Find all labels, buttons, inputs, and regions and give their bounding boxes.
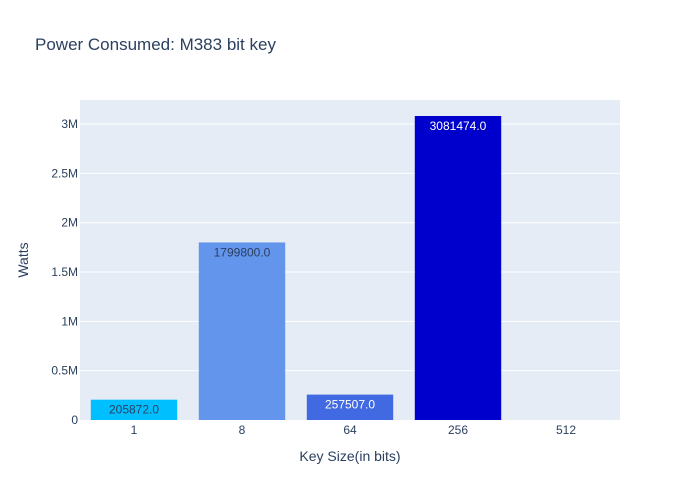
x-tick-label: 1 [131,423,138,437]
bar-data-label: 257507.0 [325,398,375,412]
y-axis-title: Watts [15,242,31,277]
y-tick-label: 2.5M [51,166,78,180]
bar-data-label: 1799800.0 [214,245,271,259]
y-tick-label: 1M [61,314,78,328]
x-axis-title: Key Size(in bits) [299,448,400,464]
bar [306,394,394,420]
bars: 205872.0 1799800.0 257507.0 3081474.0 [90,116,502,421]
plot-area [80,100,620,420]
bar-data-label: 205872.0 [109,403,159,417]
y-tick-label: 2M [61,216,78,230]
x-tick-label: 512 [556,423,576,437]
x-tick-label: 64 [343,423,357,437]
y-tick-label: 0.5M [51,364,78,378]
bar-data-label: 3081474.0 [430,119,487,133]
y-gridlines [80,123,620,372]
x-tick-label: 8 [239,423,246,437]
bar [198,242,286,420]
x-axis-ticks: 1 8 64 256 512 [131,423,577,437]
chart-title: Power Consumed: M383 bit key [35,35,276,54]
y-tick-label: 1.5M [51,265,78,279]
bar [414,116,502,421]
x-tick-label: 256 [448,423,468,437]
bar [90,399,178,420]
y-tick-label: 0 [71,413,78,427]
y-tick-label: 3M [61,117,78,131]
y-axis-ticks: 0 0.5M 1M 1.5M 2M 2.5M 3M [51,117,78,427]
